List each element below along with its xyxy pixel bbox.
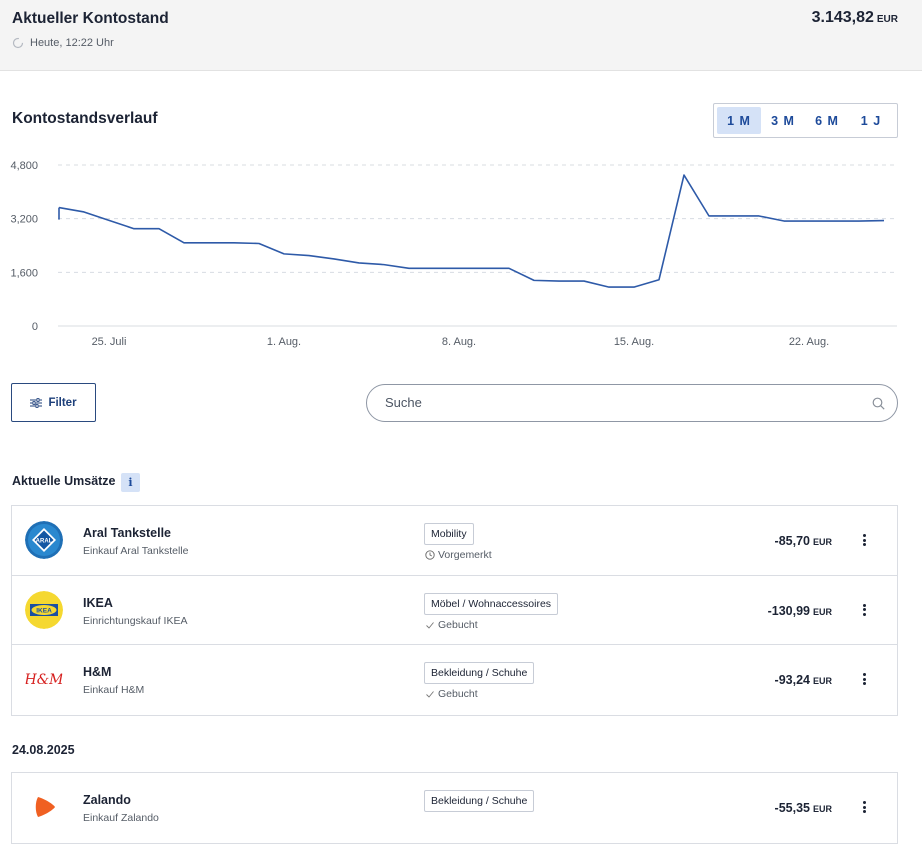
balance-amount: 3.143,82 EUR [812,9,898,27]
range-selector: 1 M 3 M 6 M 1 J [713,103,898,138]
svg-text:IKEA: IKEA [36,607,52,614]
aral-logo-icon: ARAL [25,521,63,559]
transaction-name: IKEA [83,595,113,610]
transaction-row[interactable]: Zalando Einkauf Zalando Bekleidung / Sch… [12,773,897,843]
amount-value: -85,70 [774,534,810,548]
more-options-icon[interactable] [859,799,869,815]
transaction-description: Einkauf Zalando [83,812,159,824]
svg-text:H&M: H&M [25,672,63,688]
y-tick-label: 4,800 [10,160,38,172]
hm-logo-icon: H&M [25,660,63,698]
search-input[interactable] [385,395,855,410]
x-tick-label: 1. Aug. [267,336,301,348]
balance-value: 3.143,82 [811,9,874,26]
filter-icon [30,397,43,408]
chart-title: Kontostandsverlauf [12,110,158,127]
search-icon[interactable] [872,397,885,410]
filter-label: Filter [48,396,77,409]
search-field[interactable] [366,384,898,422]
transaction-row[interactable]: ARAL Aral Tankstelle Einkauf Aral Tankst… [12,506,897,576]
timestamp-text: Heute, 12:22 Uhr [30,37,114,49]
transaction-status: Gebucht [425,688,478,700]
clock-icon [425,550,435,560]
transaction-name: H&M [83,665,112,679]
amount-currency: EUR [812,606,832,617]
amount-value: -130,99 [767,603,810,618]
more-options-icon[interactable] [859,532,869,548]
range-button-1m[interactable]: 1 M [717,107,761,134]
check-icon [426,621,434,629]
amount-currency: EUR [812,676,832,686]
more-options-icon[interactable] [859,671,869,687]
x-tick-label: 8. Aug. [442,336,476,348]
transaction-status: Gebucht [425,619,478,631]
transaction-description: Einkauf H&M [83,684,145,696]
transaction-amount: -85,70 EUR [775,534,832,548]
transaction-description: Einkauf Aral Tankstelle [83,545,189,557]
balance-currency: EUR [876,14,898,25]
ikea-logo-icon: IKEA [25,590,63,629]
dated-transactions-list: Zalando Einkauf Zalando Bekleidung / Sch… [11,772,898,844]
transaction-row[interactable]: H&M H&M Einkauf H&M Bekleidung / Schuhe … [12,645,897,715]
zalando-logo-icon [25,788,63,826]
filter-button[interactable]: Filter [11,383,96,422]
category-tag[interactable]: Mobility [424,523,474,545]
more-options-icon[interactable] [859,602,869,618]
category-tag[interactable]: Möbel / Wohnaccessoires [424,592,559,615]
status-text: Gebucht [438,688,478,700]
range-button-1j[interactable]: 1 J [860,113,882,128]
transaction-amount: -55,35 EUR [775,801,832,815]
balance-timestamp: Heute, 12:22 Uhr [12,37,114,49]
info-icon[interactable]: i [121,473,140,492]
status-text: Vorgemerkt [438,549,492,561]
range-button-6m[interactable]: 6 M [815,113,839,128]
y-tick-label: 3,200 [10,214,38,226]
svg-text:ARAL: ARAL [36,539,53,545]
current-transactions-list: ARAL Aral Tankstelle Einkauf Aral Tankst… [11,505,898,716]
category-tag[interactable]: Bekleidung / Schuhe [424,662,535,684]
range-button-3m[interactable]: 3 M [771,113,795,128]
transaction-name: Aral Tankstelle [83,526,172,540]
sync-icon [12,37,24,49]
y-tick-label: 1,600 [10,267,38,279]
date-heading: 24.08.2025 [12,743,75,757]
transaction-description: Einrichtungskauf IKEA [83,614,188,627]
y-tick-label: 0 [32,321,38,333]
balance-series-line [58,174,885,288]
transaction-status: Vorgemerkt [425,549,492,561]
balance-chart: 0 1,600 3,200 4,800 25. Juli 1. Aug. 8. Aug. 15… [10,160,897,348]
x-tick-label: 15. Aug. [614,336,654,348]
transaction-row[interactable]: IKEA IKEA Einrichtungskauf IKEA Möbel / … [12,576,897,645]
x-tick-label: 25. Juli [92,336,127,348]
amount-currency: EUR [812,537,832,547]
amount-value: -55,35 [774,801,810,815]
x-tick-label: 22. Aug. [789,336,829,348]
transaction-amount: -130,99 EUR [768,604,832,618]
status-text: Gebucht [438,618,478,631]
check-icon [426,691,434,698]
balance-title: Aktueller Kontostand [12,10,169,27]
transaction-amount: -93,24 EUR [775,673,832,687]
amount-currency: EUR [812,804,832,814]
balance-header: Aktueller Kontostand Heute, 12:22 Uhr 3.… [0,0,922,71]
current-transactions-title: Aktuelle Umsätze [12,474,116,488]
category-tag[interactable]: Bekleidung / Schuhe [424,790,535,812]
transaction-name: Zalando [83,793,131,807]
amount-value: -93,24 [774,673,810,687]
